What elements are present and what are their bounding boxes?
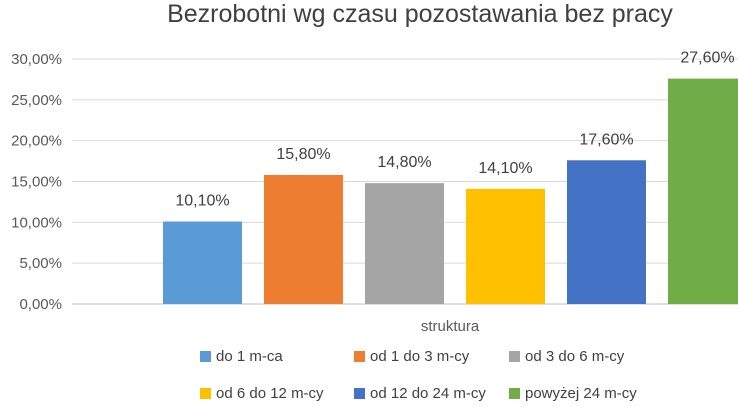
legend-swatch <box>509 351 520 362</box>
legend-label: od 3 do 6 m-cy <box>525 348 625 365</box>
y-tick-label: 5,00% <box>19 255 62 272</box>
y-tick-label: 25,00% <box>11 92 62 109</box>
legend-label: powyżej 24 m-cy <box>525 385 637 402</box>
legend: do 1 m-ca od 1 do 3 m-cy od 3 do 6 m-cy od … <box>200 348 637 402</box>
x-axis-category-label: struktura <box>421 318 480 335</box>
legend-label: do 1 m-ca <box>216 348 283 365</box>
legend-label: od 12 do 24 m-cy <box>370 385 486 402</box>
bar <box>466 188 545 304</box>
bar <box>668 78 738 304</box>
data-label: 27,60% <box>680 50 734 67</box>
bars <box>163 78 738 304</box>
data-label: 10,10% <box>175 193 229 210</box>
y-tick-label: 30,00% <box>11 51 62 68</box>
legend-label: od 6 do 12 m-cy <box>216 385 324 402</box>
legend-swatch <box>200 388 211 399</box>
legend-swatch <box>354 351 365 362</box>
bar <box>264 174 343 304</box>
data-label: 14,80% <box>377 154 431 171</box>
y-tick-label: 0,00% <box>19 296 62 313</box>
y-tick-label: 15,00% <box>11 174 62 191</box>
data-label: 14,10% <box>478 160 532 177</box>
y-tick-label: 20,00% <box>11 133 62 150</box>
y-tick-label: 10,00% <box>11 214 62 231</box>
legend-swatch <box>200 351 211 362</box>
bar <box>163 221 242 304</box>
data-label: 17,60% <box>579 131 633 148</box>
data-labels: 10,10% 15,80% 14,80% 14,10% 17,60% 27,60% <box>175 50 734 210</box>
chart-title: Bezrobotni wg czasu pozostawania bez pra… <box>167 0 673 28</box>
bar <box>567 160 646 304</box>
legend-label: od 1 do 3 m-cy <box>370 348 470 365</box>
y-axis-ticks: 0,00% 5,00% 10,00% 15,00% 20,00% 25,00% 30,00% <box>11 51 62 313</box>
legend-swatch <box>509 388 520 399</box>
bar <box>365 183 444 304</box>
data-label: 15,80% <box>276 146 330 163</box>
legend-swatch <box>354 388 365 399</box>
